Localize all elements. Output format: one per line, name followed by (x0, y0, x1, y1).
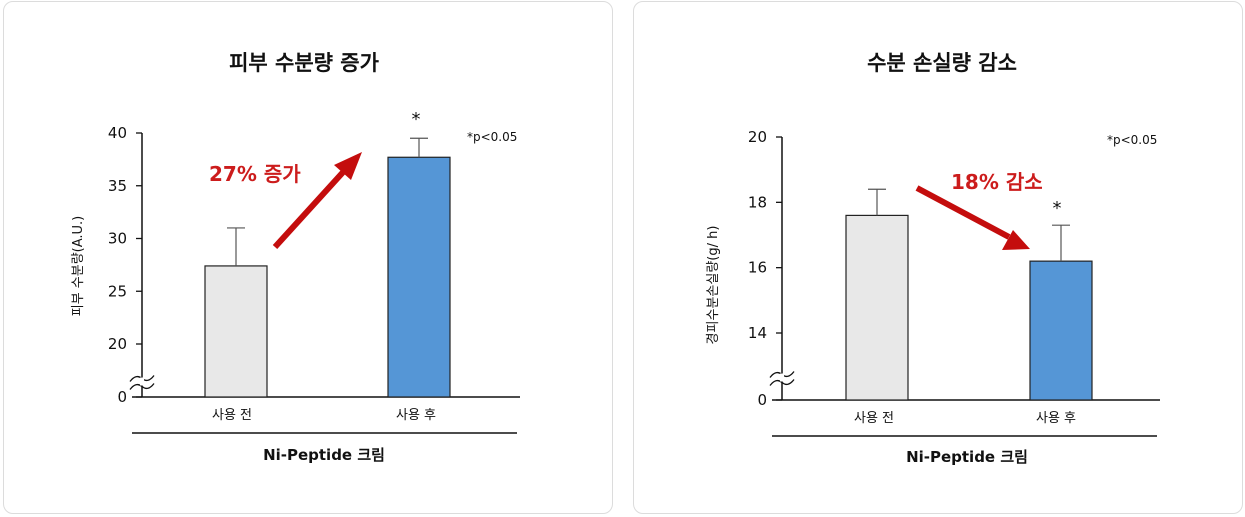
trend-arrow-head (334, 152, 362, 180)
y-tick-label: 0 (757, 391, 767, 409)
significance-note-text: p<0.05 (473, 130, 517, 144)
chart-axes (129, 133, 520, 398)
category-label-before: 사용 전 (212, 408, 252, 423)
y-tick-label: 30 (108, 230, 127, 248)
category-label-before: 사용 전 (854, 411, 894, 426)
bar-before (204, 265, 268, 398)
x-group-label: Ni-Peptide 크림 (906, 448, 1028, 466)
chart-panel-water-loss: 수분 손실량 감소 0 14 16 18 20 경피수분손실량(g/ h) 사용 전 사… (633, 1, 1243, 514)
y-ticks: 0 14 16 18 20 (748, 128, 782, 409)
y-tick-label: 14 (748, 324, 767, 342)
category-label-after: 사용 후 (1036, 411, 1076, 426)
y-tick-label: 16 (748, 259, 767, 277)
x-group-label: Ni-Peptide 크림 (263, 446, 385, 464)
y-ticks: 0 20 25 30 35 40 (108, 124, 142, 406)
y-tick-label: 35 (108, 177, 127, 195)
y-tick-label: 40 (108, 124, 127, 142)
significance-star: * (412, 109, 421, 130)
y-tick-label: 20 (108, 335, 127, 353)
y-axis-label: 피부 수분량(A.U.) (71, 216, 86, 317)
significance-note-star: * (1107, 133, 1113, 147)
significance-note: *p<0.05 (1107, 133, 1157, 147)
chart-title: 수분 손실량 감소 (867, 51, 1017, 75)
significance-note-text: p<0.05 (1113, 133, 1157, 147)
significance-note-star: * (467, 130, 473, 144)
chart-title: 피부 수분량 증가 (229, 51, 380, 75)
chart-axes (769, 137, 1160, 401)
trend-arrow-shaft (915, 185, 1011, 240)
chart-panel-hydration: 피부 수분량 증가 0 20 25 30 35 40 피부 수분량(A.U.) 사용 전 … (3, 1, 613, 514)
water-loss-chart-svg: 수분 손실량 감소 0 14 16 18 20 경피수분손실량(g/ h) 사용 전 사… (706, 51, 1160, 466)
y-tick-label: 25 (108, 282, 127, 300)
bar-after (387, 156, 451, 398)
change-annotation: 27% 증가 (209, 162, 301, 186)
change-annotation: 18% 감소 (951, 170, 1043, 194)
trend-arrow-shaft (272, 167, 348, 250)
y-tick-label: 20 (748, 128, 767, 146)
axis-break-mark (769, 379, 795, 386)
axis-break-mark (129, 383, 155, 390)
bar-before (845, 214, 909, 401)
trend-arrow-head (1002, 230, 1030, 250)
significance-star: * (1053, 198, 1062, 219)
significance-note: *p<0.05 (467, 130, 517, 144)
bars (845, 188, 1093, 401)
bar-after (1029, 260, 1093, 401)
category-label-after: 사용 후 (396, 408, 436, 423)
axis-break-gap (780, 373, 784, 382)
y-tick-label: 0 (117, 388, 127, 406)
bars (204, 137, 451, 398)
y-tick-label: 18 (748, 193, 767, 211)
axis-break-gap (140, 377, 144, 386)
y-axis-label: 경피수분손실량(g/ h) (706, 226, 721, 345)
